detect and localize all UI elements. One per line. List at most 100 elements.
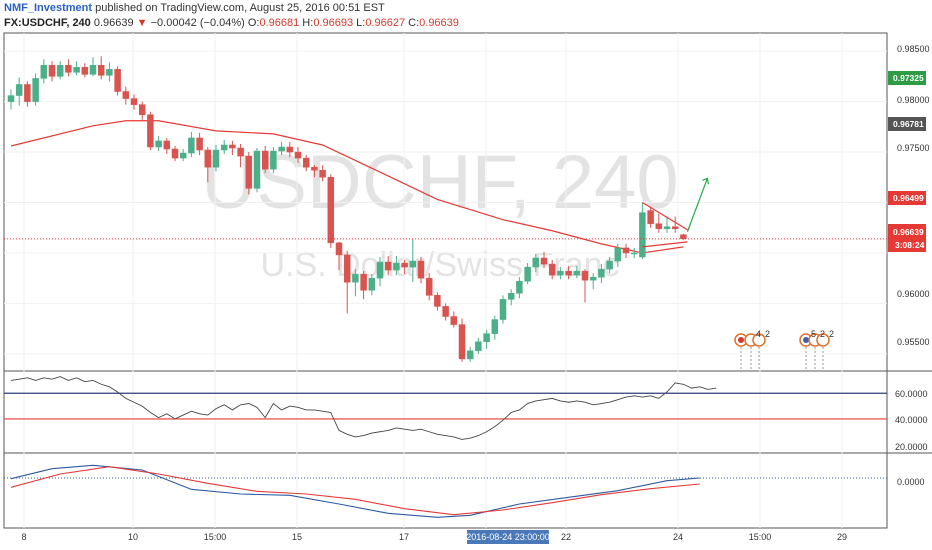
- candle-body: [589, 276, 597, 281]
- candle[interactable]: [352, 269, 359, 297]
- candle[interactable]: [647, 206, 654, 228]
- candle[interactable]: [458, 318, 466, 362]
- candle[interactable]: [557, 267, 564, 280]
- candle[interactable]: [163, 137, 171, 155]
- candle[interactable]: [245, 152, 253, 195]
- candle[interactable]: [286, 141, 294, 158]
- candle-body: [417, 260, 425, 279]
- candle[interactable]: [188, 131, 195, 158]
- candle[interactable]: [7, 89, 15, 110]
- candle[interactable]: [434, 292, 441, 311]
- candle[interactable]: [171, 146, 179, 162]
- candle[interactable]: [663, 216, 671, 233]
- candle-body: [663, 226, 671, 229]
- candle[interactable]: [384, 255, 392, 276]
- candle[interactable]: [671, 216, 679, 233]
- candle-body: [376, 261, 384, 279]
- candle[interactable]: [48, 61, 56, 82]
- candle[interactable]: [507, 289, 515, 306]
- candle[interactable]: [393, 255, 400, 276]
- candle[interactable]: [581, 269, 589, 303]
- last-price: 0.96639: [90, 17, 137, 29]
- candle[interactable]: [15, 77, 23, 106]
- candle[interactable]: [155, 135, 162, 152]
- candle[interactable]: [327, 174, 335, 248]
- candle[interactable]: [425, 273, 433, 301]
- candle[interactable]: [639, 202, 646, 260]
- candle[interactable]: [122, 86, 130, 105]
- candle[interactable]: [114, 66, 121, 96]
- candle[interactable]: [270, 147, 277, 174]
- candle-body: [40, 65, 48, 79]
- candle[interactable]: [56, 61, 64, 80]
- candle[interactable]: [294, 147, 302, 164]
- candle[interactable]: [376, 256, 384, 287]
- candle[interactable]: [540, 251, 548, 269]
- symbol-label[interactable]: FX:USDCHF, 240: [4, 17, 91, 29]
- candle[interactable]: [89, 57, 97, 77]
- candle[interactable]: [32, 73, 39, 106]
- candle[interactable]: [614, 243, 622, 268]
- candle[interactable]: [499, 295, 507, 324]
- candle[interactable]: [311, 165, 318, 178]
- candle[interactable]: [237, 143, 244, 168]
- candle[interactable]: [368, 274, 376, 296]
- candle[interactable]: [409, 238, 417, 283]
- candle[interactable]: [622, 243, 630, 258]
- close-label: C:: [405, 17, 420, 29]
- candle[interactable]: [606, 256, 613, 274]
- candle[interactable]: [483, 329, 490, 349]
- candle[interactable]: [548, 260, 556, 280]
- event-markers-group-2[interactable]: 5 2 2: [799, 329, 834, 371]
- candle[interactable]: [475, 337, 482, 354]
- candle[interactable]: [598, 264, 605, 284]
- candle[interactable]: [343, 250, 351, 314]
- candle[interactable]: [147, 111, 154, 151]
- candle[interactable]: [220, 139, 228, 155]
- candle[interactable]: [573, 266, 581, 279]
- candle[interactable]: [261, 146, 269, 174]
- candle[interactable]: [401, 260, 408, 275]
- author-link[interactable]: NMF_Investment: [4, 2, 93, 14]
- candle[interactable]: [524, 263, 531, 285]
- candle[interactable]: [204, 147, 212, 183]
- candle[interactable]: [81, 63, 89, 78]
- candle-body: [499, 299, 507, 320]
- candle[interactable]: [40, 59, 48, 84]
- candle[interactable]: [65, 59, 72, 77]
- candle[interactable]: [466, 346, 474, 362]
- candle[interactable]: [24, 81, 31, 107]
- candle[interactable]: [73, 61, 80, 76]
- candle[interactable]: [532, 253, 540, 273]
- candle[interactable]: [491, 315, 499, 340]
- event-flag-icon[interactable]: [816, 333, 830, 347]
- candle[interactable]: [196, 132, 203, 156]
- candle[interactable]: [106, 62, 113, 82]
- candle[interactable]: [360, 271, 367, 300]
- candle[interactable]: [229, 140, 236, 156]
- candle[interactable]: [97, 56, 105, 80]
- candle[interactable]: [680, 233, 687, 240]
- candle[interactable]: [630, 247, 638, 258]
- candle[interactable]: [655, 213, 663, 233]
- candle[interactable]: [442, 303, 449, 321]
- candle[interactable]: [417, 256, 425, 284]
- candle[interactable]: [179, 149, 187, 162]
- candle[interactable]: [278, 141, 285, 156]
- countdown-text: 3:08:24: [895, 240, 925, 250]
- candle[interactable]: [302, 155, 310, 172]
- candle[interactable]: [253, 148, 261, 193]
- candle[interactable]: [589, 273, 597, 290]
- event-markers-group-1[interactable]: 4 2: [734, 329, 770, 371]
- candle[interactable]: [565, 266, 572, 280]
- candle[interactable]: [130, 94, 138, 110]
- candle[interactable]: [335, 241, 343, 271]
- candle[interactable]: [516, 277, 523, 299]
- candle[interactable]: [138, 101, 146, 120]
- time-cursor-box: [467, 530, 549, 544]
- candle[interactable]: [212, 144, 220, 172]
- candle[interactable]: [319, 165, 326, 182]
- event-flag-icon[interactable]: [752, 333, 766, 347]
- candle[interactable]: [450, 311, 458, 328]
